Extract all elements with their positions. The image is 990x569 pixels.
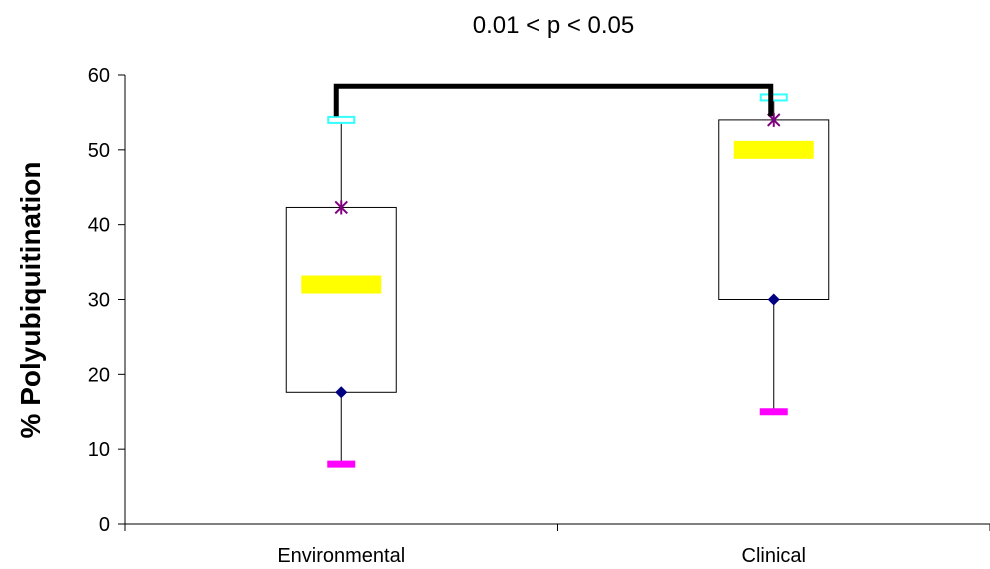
max-marker — [759, 93, 788, 102]
significance-annotation: 0.01 < p < 0.05 — [473, 12, 634, 39]
median-marker — [733, 140, 814, 159]
y-tick-label: 10 — [88, 439, 110, 461]
y-tick-label: 0 — [99, 514, 110, 536]
min-marker — [327, 460, 356, 468]
min-marker — [759, 408, 788, 416]
y-tick-label: 60 — [88, 65, 110, 87]
y-tick-label: 50 — [88, 140, 110, 162]
max-marker — [327, 115, 356, 124]
axes: 0 10 20 30 40 50 60 Environmental Clinical — [88, 65, 990, 567]
median-marker — [301, 275, 382, 294]
plot-area — [285, 83, 830, 468]
x-category-label: Clinical — [742, 545, 806, 567]
y-tick-label: 20 — [88, 364, 110, 386]
q1-marker — [767, 293, 780, 306]
iqr-box — [285, 206, 397, 393]
y-axis-title: % Polyubiquitination — [15, 162, 46, 439]
y-tick-label: 30 — [88, 290, 110, 312]
q3-marker — [334, 200, 348, 215]
x-category-label: Environmental — [277, 545, 405, 567]
y-tick-label: 40 — [88, 215, 110, 237]
box-environmental — [285, 115, 397, 468]
significance-bracket — [333, 83, 774, 117]
q1-marker — [335, 386, 348, 399]
box-clinical — [718, 93, 830, 416]
